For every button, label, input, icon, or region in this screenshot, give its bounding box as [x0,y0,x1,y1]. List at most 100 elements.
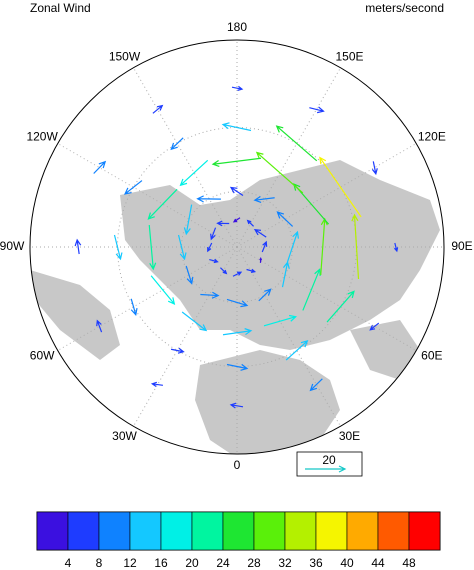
wind-vector [286,230,300,263]
wind-vector [231,85,244,91]
colorbar-box [346,511,379,551]
wind-vector [275,125,318,162]
wind-vector [200,291,220,299]
wind-vector [285,340,309,361]
meridian [236,246,417,351]
colorbar-label: 24 [216,556,230,570]
wind-vector [246,268,257,274]
wind-vector [232,271,243,277]
lon-label: 180 [227,20,247,34]
map-boundary [29,39,445,455]
lon-label: 60W [30,349,55,363]
wind-vector [179,159,209,187]
meridian [133,67,238,248]
units: meters/second [365,1,444,15]
wind-vector [221,122,252,132]
wind-vector [170,347,185,354]
land [30,160,440,454]
colorbar-label: 28 [247,556,261,570]
title: Zonal Wind [30,1,91,15]
colorbar-box [377,511,410,551]
wind-vector [371,161,378,176]
wind-vector [246,219,255,227]
wind-vector [319,156,362,218]
wind-vector [351,213,360,280]
land-mass [120,160,440,350]
wind-vector [181,311,208,332]
wind-vector [263,314,298,327]
colorbar-box [284,511,317,551]
wind-vector [177,234,187,261]
wind-vector [148,224,157,271]
wind-vector [130,298,138,316]
lon-label: 150E [335,50,363,64]
colorbar-label: 8 [96,556,103,570]
wind-vector [261,240,268,253]
meridian [236,67,341,248]
meridian [236,246,341,427]
wind-vector [209,258,219,264]
lon-label: 0 [234,458,241,472]
colorbar-label: 48 [402,556,416,570]
wind-vector [258,288,272,302]
colorbar-label: 4 [65,556,72,570]
wind-vector [150,275,176,305]
wind-vector [259,257,263,263]
graticule [30,40,444,454]
wind-vector [207,242,213,253]
wind-vector [210,227,217,241]
wind-vector [219,267,228,275]
colorbar-label: 12 [123,556,137,570]
colorbar-box [408,511,441,551]
wind-vector [369,322,380,331]
meridian [133,246,238,427]
colorbar-label: 36 [309,556,323,570]
land-mass [350,320,420,380]
wind-vector [253,195,275,203]
lon-label: 30W [112,429,137,443]
colorbar-box [160,511,193,551]
wind-vector [113,234,123,261]
lon-label: 120W [26,130,58,144]
colorbar-box [129,511,162,551]
colorbar-box [222,511,255,551]
wind-vector [281,261,290,288]
wind-vector [309,106,325,114]
wind-vector [226,298,249,308]
lon-label: 120E [418,130,446,144]
meridian [57,246,238,351]
land-mass [195,350,340,454]
wind-vector [96,319,103,333]
wind-vector [229,402,244,409]
colorbar-box [36,511,69,551]
wind-vector [183,204,193,236]
wind-vector [196,195,221,203]
wind-vector [185,265,194,285]
colorbar-label: 32 [278,556,292,570]
wind-vector [74,238,82,255]
colorbar-box [315,511,348,551]
wind-vector [152,104,164,114]
wind-vector [253,228,267,238]
wind-vector [226,363,249,371]
wind-vector [302,268,321,311]
colorbar-label: 44 [371,556,385,570]
colorbar-box [67,511,100,551]
ref-label: 20 [322,453,336,467]
wind-vector [170,137,184,151]
land-mass [30,270,120,360]
wind-vector [309,378,323,392]
meridian [57,143,238,248]
lon-label: 150W [109,50,141,64]
lon-label: 90E [451,239,472,253]
wind-vector [232,217,241,223]
colorbar-label: 40 [340,556,354,570]
wind-vector [93,160,107,174]
colorbar-box [253,511,286,551]
wind-vector [123,180,143,195]
meridian [236,143,417,248]
lon-label: 30E [339,429,360,443]
colorbar-label: 16 [154,556,168,570]
colorbar-box [191,511,224,551]
